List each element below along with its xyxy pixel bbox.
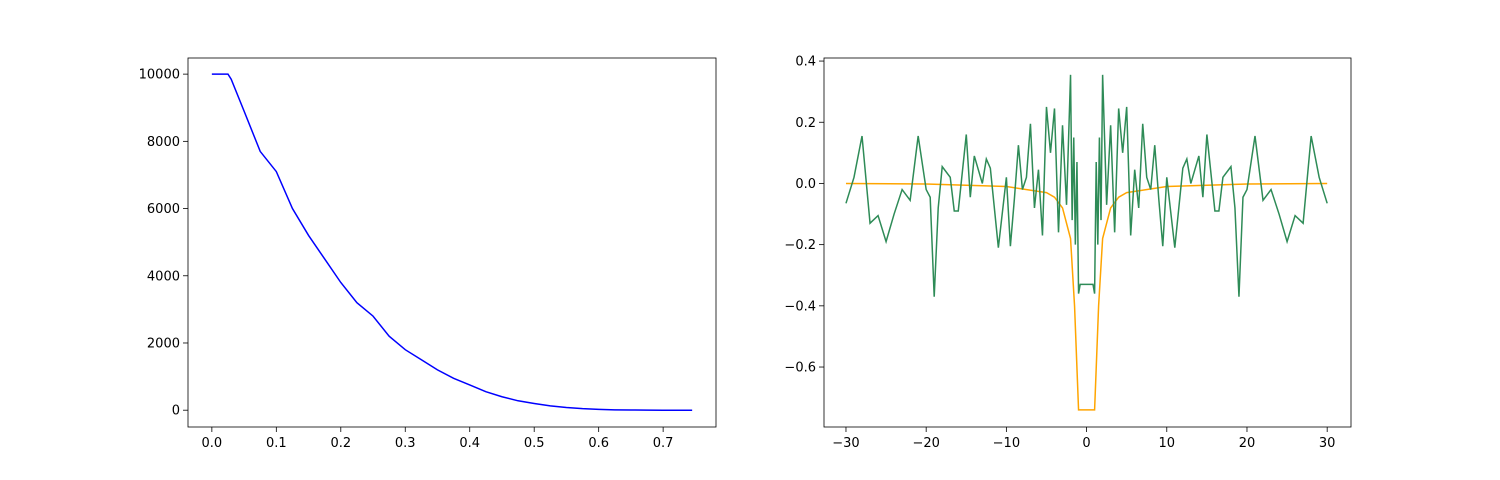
x-tick-label: 0.0 bbox=[202, 436, 223, 451]
x-tick-label: −20 bbox=[912, 436, 939, 451]
x-tick-label: 0.2 bbox=[330, 436, 351, 451]
y-tick-label: 8000 bbox=[147, 135, 180, 150]
data-line bbox=[845, 182, 1328, 411]
x-tick-label: 0.3 bbox=[395, 436, 416, 451]
y-tick-label: 4000 bbox=[147, 269, 180, 284]
x-tick-label: 0.5 bbox=[524, 436, 545, 451]
y-tick-label: 0.2 bbox=[795, 116, 816, 131]
y-tick-label: −0.4 bbox=[784, 299, 816, 314]
x-tick-label: 20 bbox=[1239, 436, 1256, 451]
x-tick-label: 0.1 bbox=[266, 436, 287, 451]
x-tick-label: 0 bbox=[1082, 436, 1090, 451]
x-tick-label: −30 bbox=[832, 436, 859, 451]
x-tick-label: 30 bbox=[1319, 436, 1336, 451]
axes-frame bbox=[823, 57, 1352, 428]
data-line bbox=[845, 74, 1328, 297]
y-tick-label: −0.2 bbox=[784, 238, 816, 253]
y-tick-label: 0.4 bbox=[795, 55, 816, 70]
axes-frame bbox=[187, 57, 717, 428]
x-tick-label: 0.4 bbox=[459, 436, 480, 451]
x-tick-label: 0.7 bbox=[653, 436, 674, 451]
y-tick-label: 6000 bbox=[147, 202, 180, 217]
y-tick-label: 0 bbox=[172, 404, 180, 419]
x-tick-label: 10 bbox=[1159, 436, 1176, 451]
y-tick-label: 10000 bbox=[139, 68, 180, 83]
y-tick-label: 0.0 bbox=[795, 177, 816, 192]
x-tick-label: −10 bbox=[993, 436, 1020, 451]
data-line bbox=[211, 73, 693, 411]
y-tick-label: −0.6 bbox=[784, 361, 816, 376]
x-tick-label: 0.6 bbox=[588, 436, 609, 451]
y-tick-label: 2000 bbox=[147, 336, 180, 351]
